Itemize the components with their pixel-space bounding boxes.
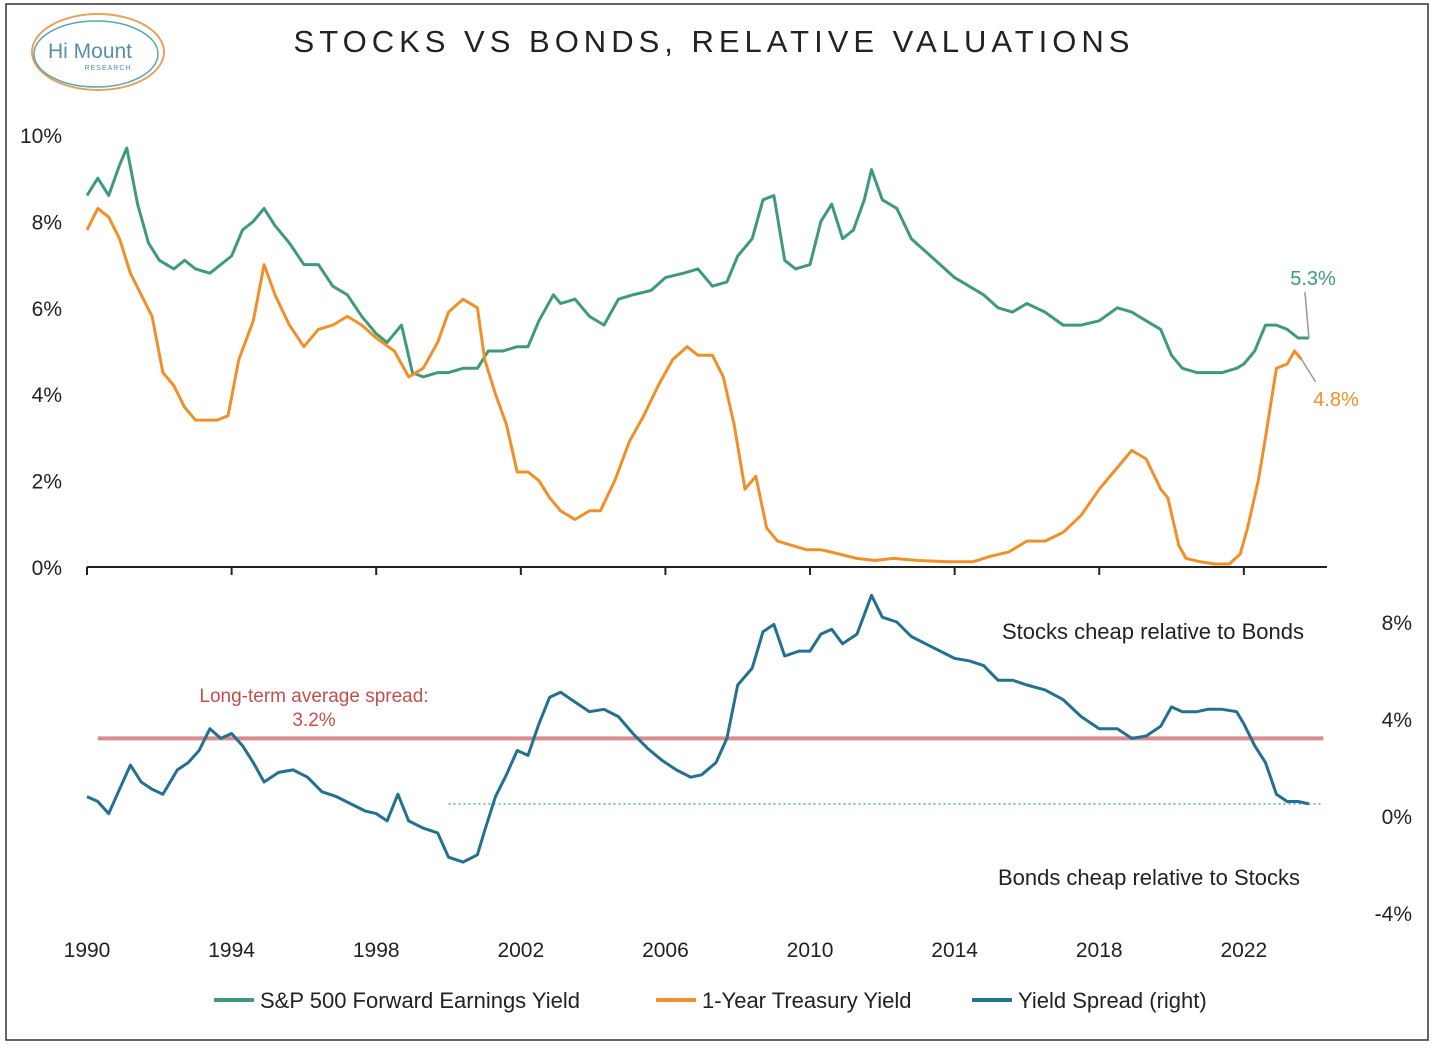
series-line-earnings-yield xyxy=(85,146,1309,379)
bottom-y-tick-label: 8% xyxy=(1382,612,1412,635)
bottom-panel: 8% 4% 0% -4% Long-term average spread: 3.2% St… xyxy=(86,593,1412,926)
x-tick-label: 2010 xyxy=(787,939,834,962)
logo-subtext: RESEARCH xyxy=(85,65,132,72)
x-tick-label: 1998 xyxy=(353,939,400,962)
top-panel: 10% 8% 6% 4% 2% 0% 5.3% 4.8% xyxy=(20,125,1359,580)
bottom-y-tick-label: -4% xyxy=(1375,903,1412,926)
x-tick-label: 1990 xyxy=(64,939,111,962)
logo-ring-inner xyxy=(33,20,159,88)
average-spread-value: 3.2% xyxy=(292,710,335,731)
top-y-tick-label: 4% xyxy=(32,384,62,407)
logo: Hi Mount RESEARCH xyxy=(31,13,165,91)
bottom-y-tick-label: 0% xyxy=(1382,806,1412,829)
x-tick-label: 2018 xyxy=(1076,939,1123,962)
annotation-bonds-cheap: Bonds cheap relative to Stocks xyxy=(998,865,1300,890)
x-tick-label: 2002 xyxy=(497,939,544,962)
annotation-leader-earnings xyxy=(1304,291,1310,339)
annotation-earnings-value: 5.3% xyxy=(1290,268,1336,290)
x-tick-label: 2006 xyxy=(642,939,689,962)
chart-title: STOCKS VS BONDS, RELATIVE VALUATIONS xyxy=(294,24,1135,59)
x-axis: 1990 1994 1998 2002 2006 2010 2014 2018 2022 xyxy=(64,939,1268,962)
annotation-leader-treasury xyxy=(1301,359,1317,383)
annotation-treasury-value: 4.8% xyxy=(1313,389,1359,411)
legend: S&P 500 Forward Earnings Yield 1-Year Tre… xyxy=(214,988,1207,1013)
annotation-stocks-cheap: Stocks cheap relative to Bonds xyxy=(1002,619,1304,644)
chart-border xyxy=(5,3,1429,1041)
bottom-y-tick-label: 4% xyxy=(1382,709,1412,732)
series-line-treasury-yield xyxy=(85,206,1303,566)
legend-label: S&P 500 Forward Earnings Yield xyxy=(260,988,580,1013)
top-y-tick-label: 0% xyxy=(32,557,62,580)
x-tick-label: 2022 xyxy=(1220,939,1267,962)
legend-label: Yield Spread (right) xyxy=(1018,988,1207,1013)
legend-label: 1-Year Treasury Yield xyxy=(702,988,912,1013)
top-y-tick-label: 6% xyxy=(32,298,62,321)
x-tick-label: 2014 xyxy=(931,939,978,962)
series-line-yield-spread xyxy=(86,593,1310,864)
top-y-tick-label: 10% xyxy=(20,125,62,148)
x-tick-label: 1994 xyxy=(208,939,255,962)
top-y-tick-label: 2% xyxy=(32,471,62,494)
average-spread-label: Long-term average spread: xyxy=(199,686,428,707)
logo-text: Hi Mount xyxy=(48,40,132,63)
logo-ring-outer xyxy=(31,13,165,91)
top-y-tick-label: 8% xyxy=(32,211,62,234)
